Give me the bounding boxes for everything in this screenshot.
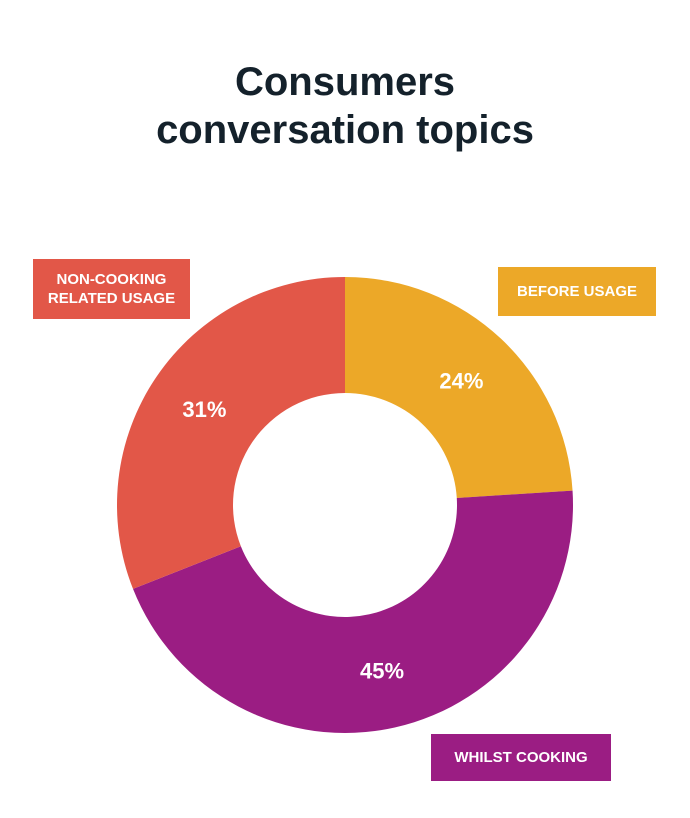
title-line-2: conversation topics [156, 108, 534, 152]
value-label-non-cooking: 31% [182, 397, 226, 422]
value-label-before: 24% [439, 369, 483, 394]
donut-value-labels: 24% 45% 31% [182, 369, 483, 684]
legend-non-cooking-related-usage: NON-COOKING RELATED USAGE [33, 259, 190, 319]
legend-whilst-cooking: WHILST COOKING [431, 734, 611, 781]
legend-non-cooking-line-2: RELATED USAGE [47, 290, 176, 307]
legend-whilst-cooking-label: WHILST COOKING [454, 749, 588, 766]
slice-whilst [133, 490, 573, 733]
chart-title: Consumers conversation topics [0, 58, 690, 154]
legend-before-usage-label: BEFORE USAGE [516, 283, 637, 300]
slice-non-cooking [117, 277, 346, 589]
legend-before-usage: BEFORE USAGE [498, 267, 656, 316]
donut-slices [117, 277, 573, 733]
legend-non-cooking-line-1: NON-COOKING [56, 271, 167, 288]
value-label-whilst: 45% [360, 658, 404, 683]
title-line-1: Consumers [234, 60, 456, 104]
slice-before [345, 277, 573, 498]
